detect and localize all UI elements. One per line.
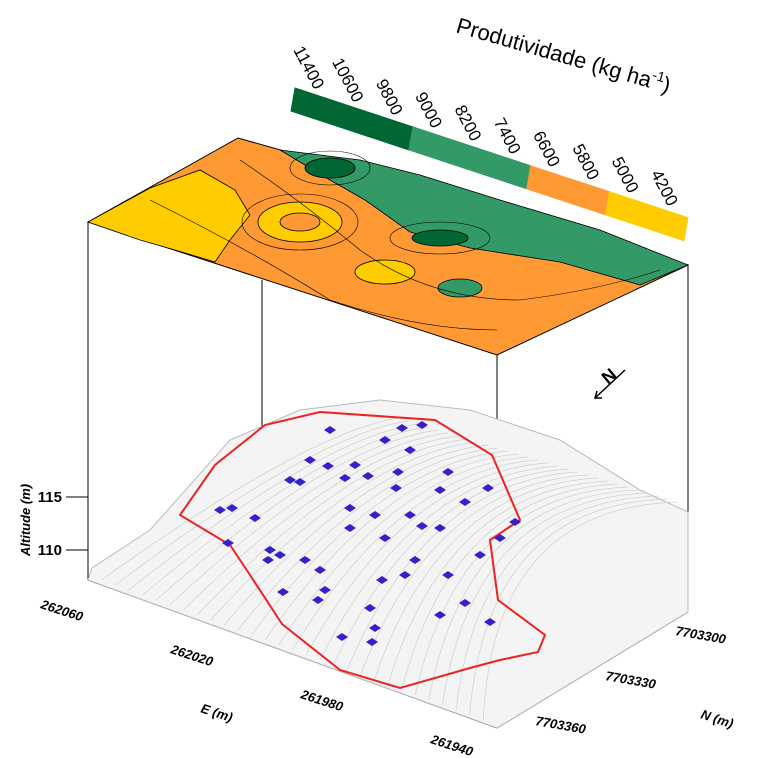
elevation-surface	[88, 400, 688, 728]
colorbar-title: Produtividade (kg ha-1)	[454, 11, 674, 98]
n-tick-label: 7703330	[604, 668, 657, 692]
colorbar-cell	[488, 153, 531, 189]
colorbar-label: 5800	[568, 141, 603, 183]
colorbar-cell	[330, 101, 373, 137]
north-label: N	[598, 364, 621, 388]
e-axis-label: E (m)	[199, 701, 235, 725]
colorbar-label: 9800	[372, 76, 407, 118]
colorbar-label: 11400	[290, 43, 328, 93]
e-tick-label: 262060	[38, 596, 86, 624]
colorbar-cell	[291, 88, 334, 124]
e-tick-label: 262020	[168, 641, 216, 669]
colorbar-label: 10600	[328, 55, 367, 106]
n-tick-label: 7703300	[674, 623, 727, 647]
colorbar-cell	[645, 205, 688, 241]
colorbar-label: 8200	[451, 102, 486, 144]
figure: 1140010600980090008200740066005800500042…	[0, 0, 769, 758]
colorbar-label: 9000	[411, 89, 446, 131]
colorbar-label: 4200	[647, 167, 682, 209]
colorbar-cell	[409, 127, 452, 163]
z-tick-label: 115	[38, 489, 62, 506]
north-arrow: N	[595, 364, 625, 398]
colorbar-label: 7400	[490, 115, 525, 157]
colorbar-cell	[605, 192, 648, 228]
colorbar-label: 5000	[608, 154, 643, 196]
colorbar-cell	[566, 179, 609, 215]
z-axis-label: Altitude (m)	[18, 484, 33, 557]
colorbar-cell	[370, 114, 413, 150]
colorbar-cell	[448, 140, 491, 176]
z-tick-label: 110	[38, 542, 62, 559]
colorbar-label: 6600	[529, 128, 564, 170]
e-tick-label: 261980	[298, 686, 346, 714]
colorbar-cell	[527, 166, 570, 202]
n-axis-label: N (m)	[699, 707, 735, 732]
e-tick-label: 261940	[428, 731, 476, 758]
n-tick-label: 7703360	[534, 713, 587, 737]
